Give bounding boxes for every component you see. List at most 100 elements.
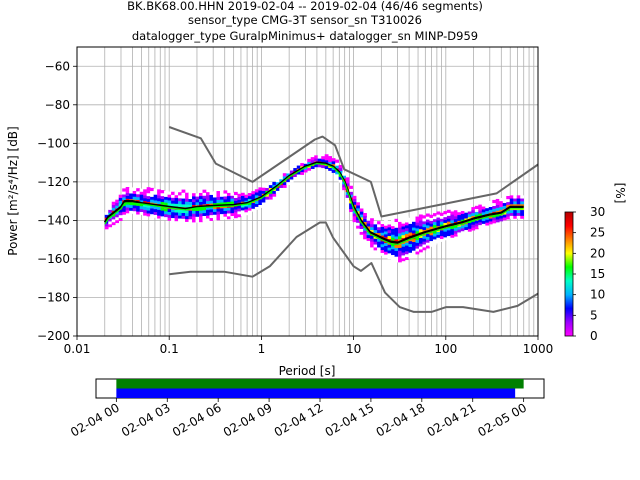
x-axis: 0.01 0.1 1 10 100 1000 [64,336,553,356]
density-cell [223,207,228,211]
y-tick-label: −80 [45,98,70,112]
y-tick-label: −160 [37,252,70,266]
density-cell [380,246,385,251]
density-cell [380,232,385,236]
density-cell [125,195,130,199]
density-cell [129,196,133,200]
density-cell [150,205,154,209]
density-cell [258,198,263,203]
density-cell [481,206,486,210]
density-cell [104,223,109,227]
density-cell [139,194,144,198]
y-tick-label: −60 [45,59,70,73]
density-cell [328,156,332,160]
density-cell [460,213,465,217]
timeline-tick-label: 02-05 00 [475,400,529,439]
density-cell [394,227,399,231]
density-cell [289,170,294,174]
density-cell [150,211,154,215]
density-cell [272,190,277,194]
density-cell [251,196,256,201]
x-tick-label: 10 [346,342,361,356]
density-cell [289,176,294,180]
density-cell [219,210,224,215]
density-cell [405,233,409,237]
density-cell [192,201,196,206]
density-cell [226,207,231,211]
density-cell [457,217,462,221]
density-cell [464,226,469,231]
timeline-bar-data-coverage [116,379,524,389]
density-cell [439,215,444,219]
density-cell [460,225,465,229]
density-cell [202,195,207,199]
density-cell [195,199,200,203]
density-cell [212,197,217,201]
density-cell [324,157,329,161]
density-cell [366,223,371,227]
density-cell [118,214,123,219]
density-cell [349,185,353,189]
density-cell [516,204,521,208]
density-cell [132,187,137,191]
density-cell [146,190,151,194]
density-cell [331,161,336,165]
density-cell [345,194,350,198]
density-cell [380,226,385,230]
density-cell [422,221,427,225]
density-cell [188,210,193,214]
density-cell [167,217,172,221]
density-cell [317,158,322,162]
density-cell [429,226,434,230]
density-cell [199,216,203,220]
density-cell [209,191,214,195]
density-cell [174,203,179,207]
density-cell [352,201,357,205]
density-cell [146,187,151,191]
density-cell [356,210,360,215]
density-cell [226,192,231,197]
x-tick-label: 1 [258,342,266,356]
density-cell [464,215,469,219]
density-cell [286,178,291,183]
density-cell [261,187,266,191]
density-cell [432,230,437,234]
density-cell [481,212,486,216]
density-cell [450,214,455,218]
density-cell [495,201,500,206]
density-cell [164,216,168,221]
density-cell [432,218,437,223]
density-cell [380,249,385,253]
title-line-1: BK.BK68.00.HHN 2019-02-04 -- 2019-02-04 … [127,0,483,13]
density-cell [485,219,490,223]
density-cell [394,230,399,234]
density-cell [174,209,179,213]
density-cell [370,244,374,248]
density-cell [185,218,189,222]
density-cell [125,192,130,196]
density-cell [495,207,500,211]
density-cell [478,219,483,223]
density-cell [401,223,406,227]
density-cell [387,250,392,254]
density-cell [129,207,133,211]
density-cell [352,195,357,200]
density-cell [104,211,109,215]
density-cell [209,197,214,201]
density-cell [212,191,217,195]
density-cell [359,208,364,212]
density-cell [223,193,228,197]
density-cell [377,229,381,234]
density-cell [436,234,441,238]
density-cell [150,193,154,197]
density-cell [391,243,395,247]
density-cell [171,211,175,216]
density-cell [401,226,406,230]
density-cell [188,213,193,217]
density-cell [408,249,413,253]
density-cell [160,195,165,200]
density-cell [415,219,420,223]
density-cell [443,222,448,226]
density-cell [377,226,381,231]
